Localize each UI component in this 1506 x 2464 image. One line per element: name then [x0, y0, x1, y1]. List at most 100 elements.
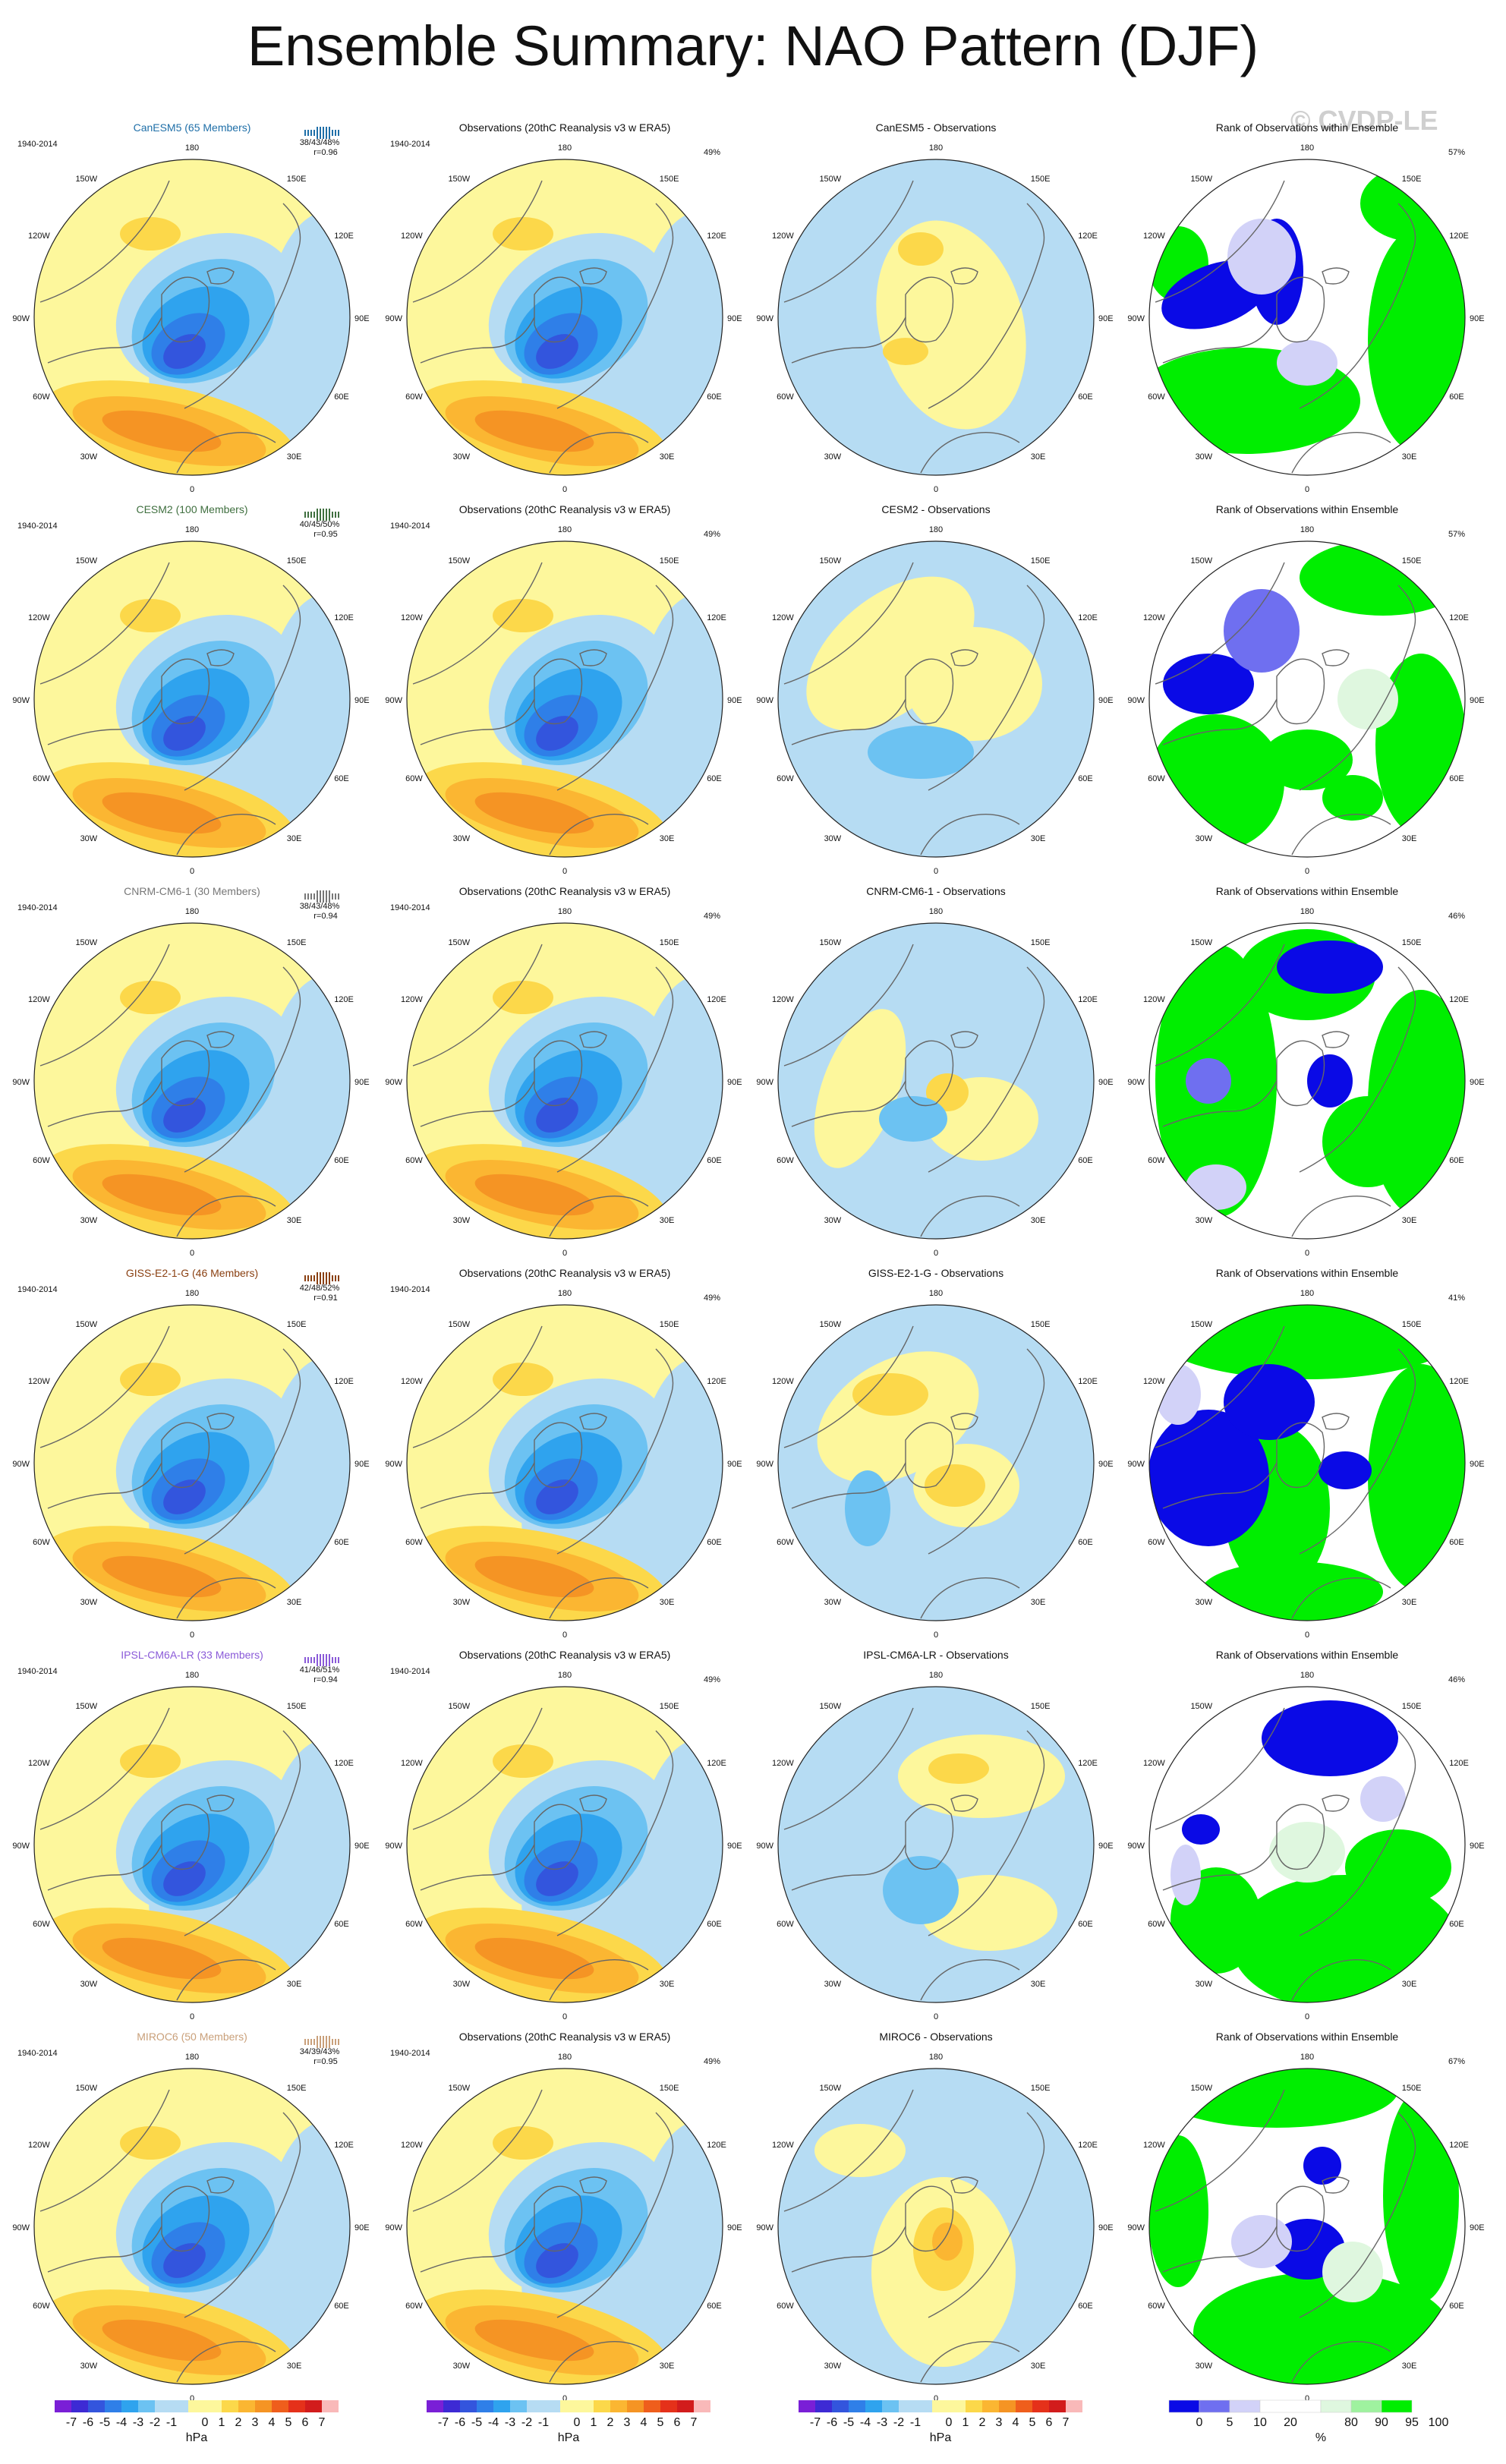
coastline-north-america [1155, 1707, 1285, 1830]
coastline-africa [549, 813, 649, 855]
longitude-label: 150E [1402, 175, 1422, 184]
pattern-correlation: r=0.91 [313, 1293, 338, 1303]
coastline-north-america [783, 1707, 914, 1830]
longitude-label: 60W [1148, 1156, 1165, 1165]
colorbar-tick: -3 [877, 2416, 887, 2429]
rank-high-region [1383, 2090, 1459, 2302]
longitude-label: 120W [1143, 1377, 1165, 1386]
obs-panel: 180 0 150W 150E 120W 120E 90W 90E 60W 60E 30W 30E Ob… [385, 1649, 742, 2021]
coastline-greenland [905, 1422, 954, 1489]
colorbar-tick: -2 [893, 2416, 904, 2429]
longitude-label: 90W [385, 1460, 402, 1469]
longitude-label: 150W [448, 938, 470, 947]
map-field [778, 541, 1094, 857]
colorbar-swatch [560, 2400, 577, 2412]
coastline-north-america [1162, 317, 1278, 364]
longitude-label: 30E [287, 2362, 302, 2371]
ensemble-spread-glyph [304, 509, 339, 521]
spread-tick [332, 2039, 333, 2045]
coastline-islands [206, 1413, 235, 1430]
spread-tick [335, 2039, 336, 2045]
diff-background [778, 1687, 1094, 2002]
longitude-label: 180 [929, 1671, 943, 1680]
model-title: CESM2 (100 Members) [136, 503, 247, 515]
coastline-africa [1291, 1577, 1391, 1619]
longitude-label: 30E [287, 1980, 302, 1989]
colorbar-swatch [999, 2400, 1016, 2412]
obs-panel: 180 0 150W 150E 120W 120E 90W 90E 60W 60E 30W 30E Ob… [385, 885, 742, 1258]
model-panel: 180 0 150W 150E 120W 120E 90W 90E 60W 60E 30W 30E GI… [12, 1267, 369, 1640]
coastline-africa [176, 2340, 276, 2383]
longitude-label: 150E [1031, 2084, 1051, 2093]
positive-diff-region [883, 338, 928, 365]
obs-title: Observations (20thC Reanalysis v3 w ERA5… [459, 2031, 671, 2043]
longitude-label: 150W [75, 175, 97, 184]
longitude-label: 90W [385, 2223, 402, 2232]
low-pressure-contour [163, 1098, 206, 1133]
low-pressure-contour [163, 1479, 206, 1514]
colorbar-tick: 20 [1284, 2416, 1297, 2429]
longitude-label: 0 [190, 867, 194, 876]
longitude-label: 150E [1402, 938, 1422, 947]
colorbar-tick: 4 [1013, 2416, 1019, 2429]
colorbar-tick: 0 [202, 2416, 209, 2429]
low-pressure-contour [638, 2121, 723, 2302]
low-pressure-contour [638, 1739, 723, 1920]
longitude-label: 60E [1449, 2302, 1464, 2311]
coastline-islands [950, 267, 978, 285]
coastline-north-america [791, 1080, 906, 1127]
longitude-label: 30E [1031, 452, 1046, 462]
rank-title: Rank of Observations within Ensemble [1216, 885, 1399, 897]
period-label: 1940-2014 [390, 521, 430, 531]
spread-tick [304, 1657, 306, 1663]
longitude-label: 150E [1402, 2084, 1422, 2093]
longitude-label: 150E [1031, 1320, 1051, 1329]
spread-tick [313, 2039, 315, 2045]
coastline-north-america [39, 1707, 170, 1830]
colorbar-swatch [493, 2400, 510, 2412]
spread-tick [329, 890, 330, 903]
colorbar-tick: -7 [810, 2416, 821, 2429]
coastline-islands [950, 1794, 978, 1812]
colorbar-unit: % [1315, 2431, 1326, 2444]
longitude-label: 180 [1300, 143, 1314, 153]
spread-tick [320, 1654, 321, 1666]
longitude-label: 30E [660, 1980, 675, 1989]
coastline-greenland [161, 1422, 210, 1489]
colorbar-swatch [982, 2400, 999, 2412]
coastline-north-america [783, 2089, 914, 2212]
high-pressure-contour [474, 410, 594, 452]
coastline-greenland [161, 658, 210, 725]
longitude-label: 0 [1305, 1249, 1309, 1258]
pattern-stats: 42/48/52% [300, 1284, 340, 1293]
longitude-label: 90E [1098, 1842, 1114, 1851]
longitude-label: 60W [777, 392, 794, 402]
colorbar-swatch [55, 2400, 71, 2412]
longitude-label: 150W [448, 2084, 470, 2093]
rank-high-region [1262, 729, 1353, 790]
obs-title: Observations (20thC Reanalysis v3 w ERA5… [459, 1649, 671, 1661]
ensemble-spread-glyph [304, 1272, 339, 1284]
longitude-label: 150E [1031, 1702, 1051, 1711]
coastline-eurasia [1299, 1348, 1416, 1555]
rank-low-region [1186, 1164, 1246, 1210]
longitude-label: 90E [354, 696, 370, 705]
period-label: 1940-2014 [17, 1667, 58, 1676]
colorbar-unit: hPa [186, 2431, 208, 2444]
coastline-islands [950, 649, 978, 666]
longitude-label: 30W [824, 1216, 842, 1225]
colorbar-swatch [694, 2400, 710, 2412]
positive-diff-region [898, 232, 944, 266]
map-field [778, 2069, 1094, 2384]
map-field [778, 159, 1094, 475]
longitude-label: 90W [756, 696, 773, 705]
longitude-label: 90W [12, 1460, 30, 1469]
coastline-islands [579, 1794, 607, 1812]
rank-title: Rank of Observations within Ensemble [1216, 503, 1399, 515]
high-pressure-contour [493, 981, 553, 1014]
high-pressure-contour [120, 1363, 181, 1396]
coastline-north-america [791, 1462, 906, 1509]
coastline-eurasia [556, 1348, 674, 1555]
pattern-correlation: r=0.95 [313, 2057, 338, 2066]
longitude-label: 90W [385, 314, 402, 323]
